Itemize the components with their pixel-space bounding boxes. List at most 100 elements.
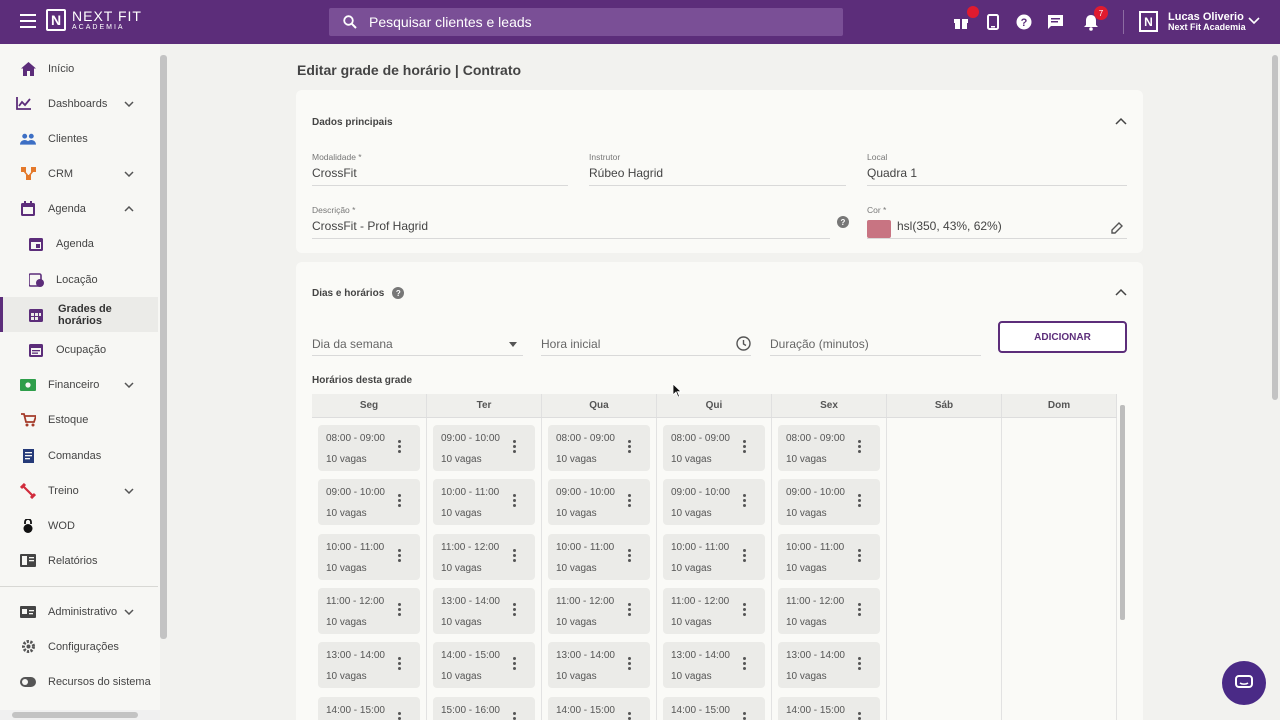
schedule-slot[interactable]: 14:00 - 15:00 (318, 696, 420, 720)
more-options-icon[interactable] (513, 711, 517, 720)
more-options-icon[interactable] (398, 657, 402, 672)
chevron-up-icon[interactable] (1115, 117, 1127, 125)
more-options-icon[interactable] (513, 548, 517, 564)
dia-semana-select[interactable]: Dia da semana (312, 326, 523, 356)
sidebar-item-wod[interactable]: WOD (0, 508, 158, 543)
schedule-slot[interactable]: 13:00 - 14:00 10 vagas (778, 642, 880, 689)
horizontal-scrollbar[interactable] (0, 710, 160, 720)
sidebar-item-configuracoes[interactable]: Configurações (0, 629, 158, 664)
schedule-slot[interactable]: 08:00 - 09:00 10 vagas (548, 425, 650, 471)
more-options-icon[interactable] (858, 494, 862, 509)
app-logo[interactable]: N NEXT FIT ACADEMIA (46, 9, 142, 31)
more-options-icon[interactable] (743, 657, 747, 672)
more-options-icon[interactable] (398, 548, 402, 564)
schedule-slot[interactable]: 13:00 - 14:00 10 vagas (318, 642, 420, 689)
support-chat-button[interactable] (1222, 661, 1266, 705)
instrutor-field[interactable]: Instrutor Rúbeo Hagrid (589, 152, 846, 186)
chevron-down-icon[interactable] (1248, 17, 1260, 25)
chevron-up-icon[interactable] (1115, 288, 1127, 296)
schedule-slot[interactable]: 09:00 - 10:00 10 vagas (663, 479, 765, 526)
schedule-slot[interactable]: 10:00 - 11:00 10 vagas (663, 533, 765, 580)
schedule-slot[interactable]: 13:00 - 14:00 10 vagas (548, 642, 650, 689)
adicionar-button[interactable]: ADICIONAR (998, 321, 1127, 353)
schedule-slot[interactable]: 08:00 - 09:00 10 vagas (318, 425, 420, 471)
more-options-icon[interactable] (398, 711, 402, 720)
schedule-slot[interactable]: 08:00 - 09:00 10 vagas (663, 425, 765, 471)
schedule-slot[interactable]: 14:00 - 15:00 (663, 696, 765, 720)
sidebar-item-grades-de-horarios[interactable]: Grades de horários (0, 297, 158, 332)
sidebar-item-ocupacao[interactable]: Ocupação (0, 332, 158, 367)
help-icon[interactable]: ? (392, 287, 405, 299)
schedule-slot[interactable]: 13:00 - 14:00 10 vagas (433, 587, 535, 634)
schedule-slot[interactable]: 11:00 - 12:00 10 vagas (778, 587, 880, 634)
schedule-slot[interactable]: 08:00 - 09:00 10 vagas (778, 425, 880, 471)
schedule-slot[interactable]: 09:00 - 10:00 10 vagas (433, 425, 535, 471)
help-icon[interactable]: ? (837, 216, 849, 228)
more-options-icon[interactable] (628, 711, 632, 720)
sidebar-item-agenda[interactable]: Agenda (0, 226, 158, 261)
more-options-icon[interactable] (628, 548, 632, 564)
more-options-icon[interactable] (858, 440, 862, 455)
duracao-input[interactable]: Duração (minutos) (770, 326, 981, 356)
schedule-slot[interactable]: 14:00 - 15:00 10 vagas (433, 642, 535, 689)
schedule-slot[interactable]: 09:00 - 10:00 10 vagas (548, 479, 650, 526)
schedule-slot[interactable]: 11:00 - 12:00 10 vagas (318, 587, 420, 634)
schedule-slot[interactable]: 11:00 - 12:00 10 vagas (433, 533, 535, 580)
more-options-icon[interactable] (743, 602, 747, 618)
sidebar-item-recursos[interactable]: Recursos do sistema (0, 664, 158, 699)
more-options-icon[interactable] (398, 494, 402, 509)
schedule-slot[interactable]: 11:00 - 12:00 10 vagas (548, 587, 650, 634)
more-options-icon[interactable] (858, 548, 862, 564)
more-options-icon[interactable] (858, 602, 862, 618)
grid-scrollbar[interactable] (1120, 405, 1125, 620)
schedule-slot[interactable]: 10:00 - 11:00 10 vagas (433, 479, 535, 526)
schedule-slot[interactable]: 09:00 - 10:00 10 vagas (778, 479, 880, 526)
sidebar-item-treino[interactable]: Treino (0, 473, 158, 508)
more-options-icon[interactable] (513, 657, 517, 672)
sidebar-scrollbar[interactable] (160, 55, 167, 639)
more-options-icon[interactable] (743, 440, 747, 455)
more-options-icon[interactable] (513, 602, 517, 618)
sidebar-item-agenda-group[interactable]: Agenda (0, 191, 158, 226)
schedule-slot[interactable]: 10:00 - 11:00 10 vagas (548, 533, 650, 580)
chat-icon[interactable] (1045, 12, 1065, 32)
more-options-icon[interactable] (743, 548, 747, 564)
sidebar-item-clientes[interactable]: Clientes (0, 121, 158, 156)
sidebar-item-comandas[interactable]: Comandas (0, 438, 158, 473)
mobile-icon[interactable] (983, 12, 1003, 32)
color-swatch[interactable] (867, 220, 891, 238)
hora-inicial-input[interactable]: Hora inicial (541, 326, 751, 356)
more-options-icon[interactable] (858, 657, 862, 672)
schedule-slot[interactable]: 13:00 - 14:00 10 vagas (663, 642, 765, 689)
more-options-icon[interactable] (628, 602, 632, 618)
schedule-slot[interactable]: 10:00 - 11:00 10 vagas (778, 533, 880, 580)
more-options-icon[interactable] (743, 711, 747, 720)
sidebar-item-financeiro[interactable]: Financeiro (0, 367, 158, 402)
schedule-slot[interactable]: 10:00 - 11:00 10 vagas (318, 533, 420, 580)
sidebar-item-administrativo[interactable]: Administrativo (0, 594, 158, 629)
menu-icon[interactable] (20, 14, 36, 28)
schedule-slot[interactable]: 14:00 - 15:00 (548, 696, 650, 720)
sidebar-item-crm[interactable]: CRM (0, 156, 158, 191)
schedule-slot[interactable]: 09:00 - 10:00 10 vagas (318, 479, 420, 526)
more-options-icon[interactable] (513, 440, 517, 455)
more-options-icon[interactable] (743, 494, 747, 509)
more-options-icon[interactable] (398, 440, 402, 455)
sidebar-item-relatorios[interactable]: Relatórios (0, 543, 158, 578)
search-input[interactable] (369, 14, 829, 30)
sidebar-item-locacao[interactable]: Locação (0, 262, 158, 297)
bell-icon[interactable]: 7 (1081, 6, 1108, 32)
user-menu[interactable]: Lucas Oliverio Next Fit Academia (1168, 11, 1246, 33)
gift-icon[interactable] (951, 6, 979, 32)
more-options-icon[interactable] (628, 657, 632, 672)
schedule-slot[interactable]: 11:00 - 12:00 10 vagas (663, 587, 765, 634)
modalidade-field[interactable]: Modalidade * CrossFit (312, 152, 568, 186)
more-options-icon[interactable] (858, 711, 862, 720)
local-field[interactable]: Local Quadra 1 (867, 152, 1127, 186)
more-options-icon[interactable] (628, 494, 632, 509)
page-scrollbar[interactable] (1272, 55, 1278, 400)
descricao-field[interactable]: Descrição * CrossFit - Prof Hagrid (312, 205, 830, 239)
more-options-icon[interactable] (398, 602, 402, 618)
schedule-slot[interactable]: 15:00 - 16:00 (433, 696, 535, 720)
sidebar-item-inicio[interactable]: Início (0, 51, 158, 86)
